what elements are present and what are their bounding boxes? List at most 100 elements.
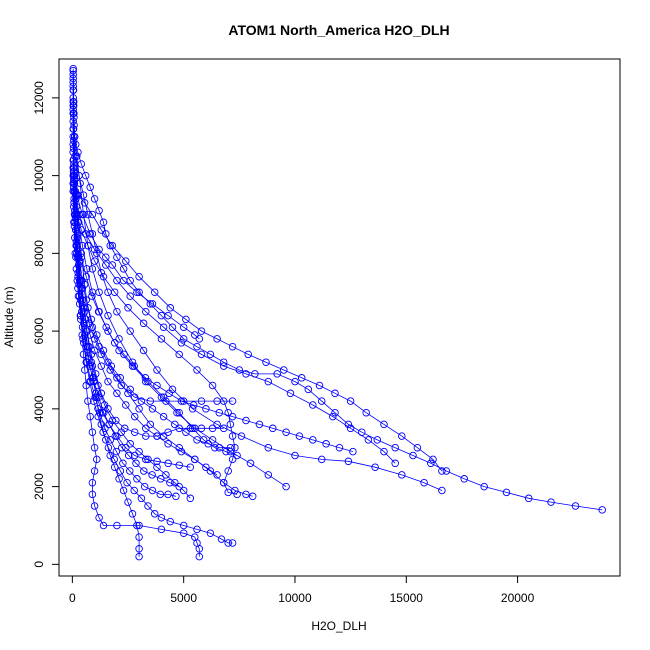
data-point — [88, 210, 97, 219]
data-point — [113, 521, 121, 530]
data-point — [175, 408, 183, 417]
data-point — [157, 513, 166, 522]
data-point — [88, 428, 97, 436]
data-point — [427, 459, 435, 468]
data-point — [380, 447, 388, 456]
data-point — [364, 436, 373, 444]
data-point — [195, 552, 204, 561]
data-point — [94, 307, 103, 316]
data-point — [235, 366, 244, 374]
data-point — [72, 202, 81, 211]
data-point — [69, 82, 77, 90]
series-line-7 — [72, 97, 238, 495]
data-point — [124, 498, 132, 506]
data-point — [197, 327, 206, 335]
data-point — [73, 245, 82, 254]
data-point — [208, 381, 217, 390]
data-point — [71, 187, 80, 195]
data-point — [242, 416, 250, 425]
data-point — [83, 358, 91, 366]
data-point — [215, 408, 224, 417]
data-point — [72, 241, 80, 250]
x-axis-label: H2O_DLH — [311, 619, 366, 633]
data-point — [90, 443, 99, 452]
data-point — [186, 494, 195, 503]
data-point — [168, 323, 177, 331]
data-point — [191, 331, 199, 339]
data-point — [166, 304, 175, 312]
data-point — [130, 362, 138, 370]
data-point — [106, 241, 114, 250]
series-line-13 — [72, 128, 200, 340]
data-point — [69, 136, 78, 145]
data-point — [297, 374, 306, 382]
data-point — [264, 471, 273, 479]
data-point — [219, 478, 228, 487]
data-point — [115, 335, 123, 343]
data-point — [193, 366, 201, 374]
data-point — [69, 78, 77, 87]
data-point — [195, 335, 204, 343]
data-point — [175, 482, 183, 491]
data-point — [268, 424, 277, 433]
data-point — [226, 420, 235, 429]
data-point — [74, 292, 83, 300]
y-tick-label: 4000 — [32, 395, 46, 422]
data-point — [219, 358, 228, 366]
data-point — [71, 249, 80, 258]
data-point — [362, 408, 370, 417]
data-point — [282, 482, 290, 491]
data-point — [128, 510, 137, 518]
data-point — [123, 478, 131, 487]
data-point — [71, 140, 80, 149]
data-point — [282, 428, 290, 436]
data-point — [72, 195, 80, 203]
x-axis: 0 5000 10000 15000 20000 — [69, 575, 535, 605]
data-point — [115, 346, 123, 355]
data-point — [420, 478, 428, 487]
data-point — [126, 467, 134, 475]
data-point — [80, 199, 89, 207]
data-point — [69, 132, 77, 141]
data-point — [228, 539, 237, 547]
data-point — [102, 230, 110, 238]
data-point — [79, 304, 88, 312]
data-point — [119, 276, 128, 285]
data-point — [144, 377, 152, 386]
series-line-11 — [72, 113, 238, 456]
data-point — [413, 443, 422, 452]
data-point — [159, 323, 168, 331]
data-point — [140, 467, 148, 475]
data-point — [146, 420, 155, 429]
data-point — [118, 443, 126, 452]
y-tick-label: 6000 — [32, 317, 46, 344]
data-point — [72, 253, 80, 261]
data-point — [104, 377, 112, 386]
data-point — [94, 393, 103, 401]
data-points — [69, 64, 606, 561]
data-point — [86, 412, 94, 421]
data-point — [75, 171, 83, 180]
data-point — [135, 405, 143, 413]
data-point — [82, 342, 90, 351]
x-tick-label: 15000 — [390, 591, 424, 605]
data-point — [165, 389, 173, 398]
data-point — [113, 374, 121, 382]
data-point — [335, 443, 344, 452]
data-point — [193, 342, 201, 351]
data-point — [206, 350, 215, 359]
data-point — [142, 307, 150, 316]
data-point — [101, 424, 109, 433]
data-point — [72, 265, 81, 273]
data-point — [93, 249, 101, 258]
data-point — [78, 323, 87, 331]
data-point — [74, 191, 82, 199]
data-point — [322, 440, 330, 448]
data-point — [107, 362, 116, 370]
data-point — [157, 525, 166, 534]
data-point — [95, 245, 103, 254]
data-point — [153, 457, 161, 466]
data-point — [197, 397, 206, 405]
data-point — [69, 117, 77, 125]
